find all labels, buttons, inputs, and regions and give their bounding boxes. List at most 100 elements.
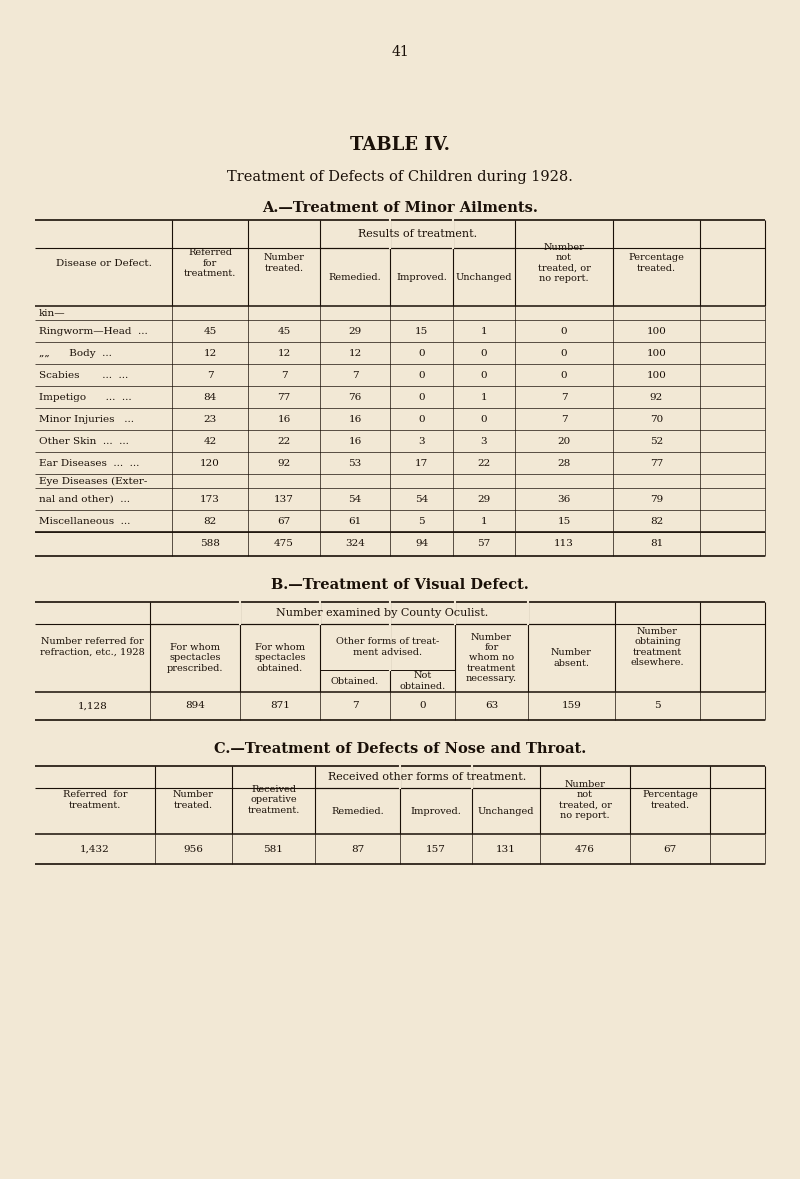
Text: Results of treatment.: Results of treatment.	[358, 229, 477, 239]
Text: 894: 894	[185, 702, 205, 711]
Text: Other forms of treat-
ment advised.: Other forms of treat- ment advised.	[336, 638, 439, 657]
Text: Received other forms of treatment.: Received other forms of treatment.	[328, 772, 526, 782]
Text: 581: 581	[263, 844, 283, 854]
Text: Unchanged: Unchanged	[456, 272, 512, 282]
Text: 1: 1	[481, 327, 487, 336]
Text: 92: 92	[278, 459, 290, 468]
Text: 159: 159	[562, 702, 582, 711]
Text: Number
not
treated, or
no report.: Number not treated, or no report.	[558, 779, 611, 821]
Text: Impetigo      ...  ...: Impetigo ... ...	[39, 393, 132, 402]
Text: 7: 7	[281, 370, 287, 380]
Text: 12: 12	[278, 349, 290, 357]
Text: 0: 0	[561, 349, 567, 357]
Text: Ringworm—Head  ...: Ringworm—Head ...	[39, 327, 148, 336]
Text: 0: 0	[418, 415, 425, 423]
Text: Scabies       ...  ...: Scabies ... ...	[39, 370, 128, 380]
Text: C.—Treatment of Defects of Nose and Throat.: C.—Treatment of Defects of Nose and Thro…	[214, 742, 586, 756]
Text: 29: 29	[348, 327, 362, 336]
Text: 15: 15	[415, 327, 428, 336]
Text: 0: 0	[481, 370, 487, 380]
Text: Number
absent.: Number absent.	[551, 648, 592, 667]
Text: 0: 0	[419, 702, 426, 711]
Text: For whom
spectacles
obtained.: For whom spectacles obtained.	[254, 643, 306, 673]
Text: 5: 5	[418, 516, 425, 526]
Text: 1,128: 1,128	[78, 702, 107, 711]
Text: 82: 82	[203, 516, 217, 526]
Text: 81: 81	[650, 540, 663, 548]
Text: Received
operative
treatment.: Received operative treatment.	[247, 785, 300, 815]
Text: 12: 12	[203, 349, 217, 357]
Text: 94: 94	[415, 540, 428, 548]
Text: Improved.: Improved.	[396, 272, 447, 282]
Text: 173: 173	[200, 494, 220, 503]
Text: 588: 588	[200, 540, 220, 548]
Text: Number
obtaining
treatment
elsewhere.: Number obtaining treatment elsewhere.	[630, 627, 684, 667]
Text: 16: 16	[348, 436, 362, 446]
Text: 67: 67	[663, 844, 677, 854]
Text: 324: 324	[345, 540, 365, 548]
Text: 82: 82	[650, 516, 663, 526]
Text: Unchanged: Unchanged	[478, 806, 534, 816]
Text: 22: 22	[478, 459, 490, 468]
Text: Improved.: Improved.	[410, 806, 462, 816]
Text: kin—: kin—	[39, 309, 66, 317]
Text: 41: 41	[391, 45, 409, 59]
Text: 1,432: 1,432	[80, 844, 110, 854]
Text: 61: 61	[348, 516, 362, 526]
Text: Number
for
whom no
treatment
necessary.: Number for whom no treatment necessary.	[466, 633, 517, 684]
Text: Percentage
treated.: Percentage treated.	[642, 790, 698, 810]
Text: Number referred for
refraction, etc., 1928: Number referred for refraction, etc., 19…	[40, 638, 145, 657]
Text: Obtained.: Obtained.	[331, 677, 379, 685]
Text: 100: 100	[646, 370, 666, 380]
Text: 54: 54	[415, 494, 428, 503]
Text: 16: 16	[278, 415, 290, 423]
Text: 7: 7	[206, 370, 214, 380]
Text: 76: 76	[348, 393, 362, 402]
Text: 113: 113	[554, 540, 574, 548]
Text: Number
treated.: Number treated.	[173, 790, 214, 810]
Text: 0: 0	[481, 415, 487, 423]
Text: 42: 42	[203, 436, 217, 446]
Text: 7: 7	[561, 393, 567, 402]
Text: Remedied.: Remedied.	[331, 806, 384, 816]
Text: 137: 137	[274, 494, 294, 503]
Text: 0: 0	[561, 327, 567, 336]
Text: 7: 7	[352, 370, 358, 380]
Text: 0: 0	[481, 349, 487, 357]
Text: 120: 120	[200, 459, 220, 468]
Text: 77: 77	[278, 393, 290, 402]
Text: Referred
for
treatment.: Referred for treatment.	[184, 248, 236, 278]
Text: Number
not
treated, or
no report.: Number not treated, or no report.	[538, 243, 590, 283]
Text: 157: 157	[426, 844, 446, 854]
Text: 0: 0	[561, 370, 567, 380]
Text: Ear Diseases  ...  ...: Ear Diseases ... ...	[39, 459, 139, 468]
Text: 476: 476	[575, 844, 595, 854]
Text: 92: 92	[650, 393, 663, 402]
Text: 36: 36	[558, 494, 570, 503]
Text: Number examined by County Oculist.: Number examined by County Oculist.	[276, 608, 489, 618]
Text: 28: 28	[558, 459, 570, 468]
Text: 7: 7	[561, 415, 567, 423]
Text: 45: 45	[203, 327, 217, 336]
Text: 84: 84	[203, 393, 217, 402]
Text: 3: 3	[418, 436, 425, 446]
Text: 70: 70	[650, 415, 663, 423]
Text: nal and other)  ...: nal and other) ...	[39, 494, 130, 503]
Text: 475: 475	[274, 540, 294, 548]
Text: B.—Treatment of Visual Defect.: B.—Treatment of Visual Defect.	[271, 578, 529, 592]
Text: Eye Diseases (Exter-: Eye Diseases (Exter-	[39, 476, 147, 486]
Text: 52: 52	[650, 436, 663, 446]
Text: 17: 17	[415, 459, 428, 468]
Text: Percentage
treated.: Percentage treated.	[629, 253, 685, 272]
Text: 0: 0	[418, 349, 425, 357]
Text: 956: 956	[183, 844, 203, 854]
Text: 77: 77	[650, 459, 663, 468]
Text: 5: 5	[654, 702, 661, 711]
Text: 20: 20	[558, 436, 570, 446]
Text: Referred  for
treatment.: Referred for treatment.	[62, 790, 127, 810]
Text: Minor Injuries   ...: Minor Injuries ...	[39, 415, 134, 423]
Text: 131: 131	[496, 844, 516, 854]
Text: „„      Body  ...: „„ Body ...	[39, 349, 112, 357]
Text: 1: 1	[481, 516, 487, 526]
Text: 79: 79	[650, 494, 663, 503]
